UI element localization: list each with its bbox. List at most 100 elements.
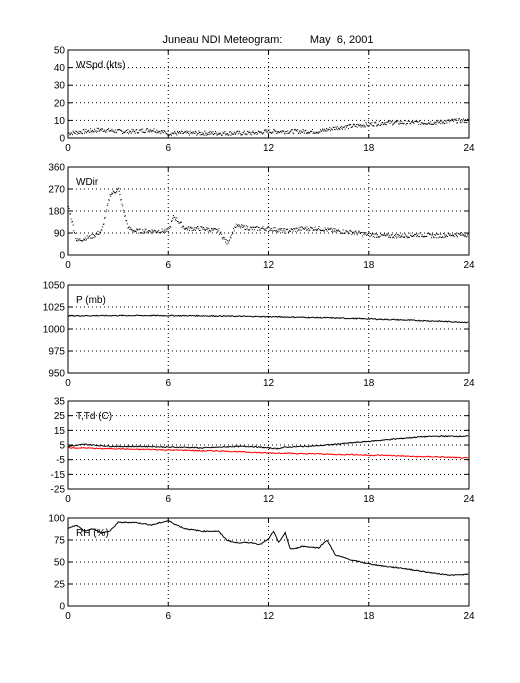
data-point [403, 236, 405, 238]
data-point [352, 232, 354, 234]
data-point [131, 128, 133, 130]
data-point [272, 131, 274, 133]
data-point [212, 228, 214, 230]
data-point [98, 233, 100, 235]
data-point [184, 130, 186, 132]
data-point [215, 228, 217, 230]
data-point [130, 229, 132, 231]
panel-label: T,Td (C) [76, 411, 112, 422]
data-point [237, 133, 239, 135]
data-point [92, 130, 94, 132]
series-line-1 [68, 519, 469, 577]
data-point [307, 228, 309, 230]
data-point [110, 130, 112, 132]
data-point [385, 122, 387, 124]
data-point [184, 228, 186, 230]
data-point [462, 233, 464, 235]
data-point [144, 131, 146, 133]
data-point [143, 230, 145, 232]
data-point [104, 216, 106, 218]
data-point [162, 132, 164, 134]
data-point [184, 131, 186, 133]
data-point [277, 131, 279, 133]
data-point [235, 226, 237, 228]
data-point [127, 227, 129, 229]
data-point [145, 129, 147, 131]
data-point [178, 222, 180, 224]
data-point [376, 125, 378, 127]
data-point [309, 130, 311, 132]
data-point [387, 233, 389, 235]
data-point [230, 237, 232, 239]
data-point [111, 192, 113, 194]
data-point [440, 236, 442, 238]
data-point [378, 236, 380, 238]
data-point [413, 123, 415, 125]
data-point [344, 128, 346, 130]
x-tick-label: 24 [463, 494, 475, 505]
data-point [283, 130, 285, 132]
data-point [226, 133, 228, 135]
data-point [241, 133, 243, 135]
data-point [259, 229, 261, 231]
data-point [245, 133, 247, 135]
data-point [84, 131, 86, 133]
data-point [386, 234, 388, 236]
series-group [68, 314, 469, 324]
data-point [414, 234, 416, 236]
data-point [269, 228, 271, 230]
data-point [129, 130, 131, 132]
data-point [172, 215, 174, 217]
data-point [82, 240, 84, 242]
data-point [331, 129, 333, 131]
data-point [207, 228, 209, 230]
data-point [296, 130, 298, 132]
data-point [293, 228, 295, 230]
data-point [176, 134, 178, 136]
data-point [167, 228, 169, 230]
data-point [100, 229, 102, 231]
data-point [366, 234, 368, 236]
data-point [242, 224, 244, 226]
data-point [333, 230, 335, 232]
data-point [313, 132, 315, 134]
data-point [359, 125, 361, 127]
data-point [390, 120, 392, 122]
data-point [341, 127, 343, 129]
data-point [371, 233, 373, 235]
data-point [177, 221, 179, 223]
data-point [255, 132, 257, 134]
data-point [464, 234, 466, 236]
data-point [93, 237, 95, 239]
y-tick-label: 5 [59, 441, 65, 452]
data-point [424, 236, 426, 238]
data-point [198, 130, 200, 132]
data-point [186, 228, 188, 230]
data-point [162, 230, 164, 232]
data-point [190, 132, 192, 134]
data-point [229, 131, 231, 133]
data-point [139, 228, 141, 230]
data-point [176, 217, 178, 219]
data-point [287, 231, 289, 233]
data-point [284, 230, 286, 232]
data-point [300, 229, 302, 231]
data-point [180, 221, 182, 223]
data-point [468, 119, 469, 121]
data-point [154, 131, 156, 133]
data-point [232, 233, 234, 235]
data-point [195, 131, 197, 133]
data-point [202, 228, 204, 230]
data-point [134, 230, 136, 232]
data-point [182, 225, 184, 227]
data-point [358, 124, 360, 126]
data-point [143, 132, 145, 134]
data-point [112, 193, 114, 195]
data-point [411, 236, 413, 238]
data-point [267, 132, 269, 134]
data-point [256, 133, 258, 135]
data-point [163, 230, 165, 232]
data-point [253, 229, 255, 231]
data-point [257, 130, 259, 132]
data-point [122, 133, 124, 135]
